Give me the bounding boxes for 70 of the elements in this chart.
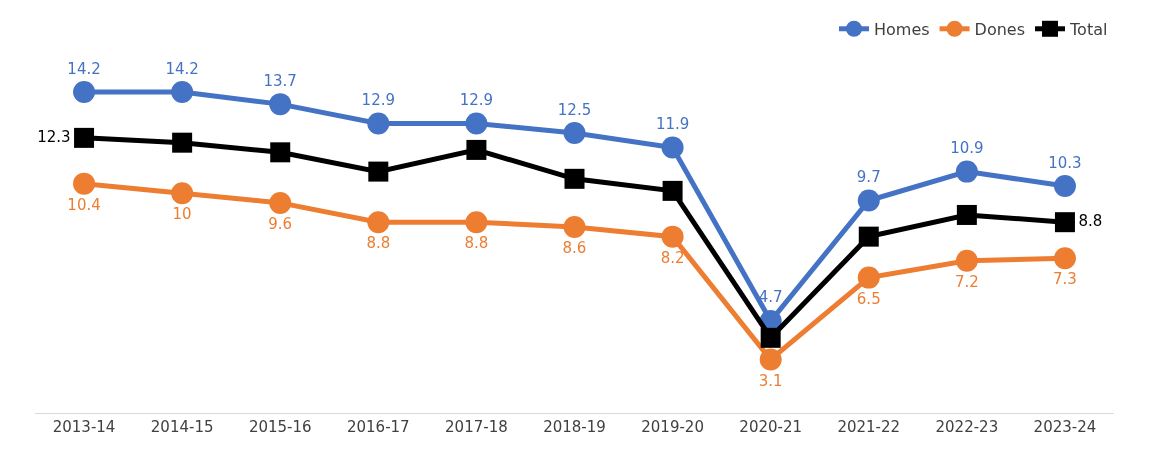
point [857,189,880,212]
x-tick-label: 2019-20 [641,418,704,436]
data-label: 8.6 [562,239,587,258]
point [368,161,389,182]
data-label: 12.9 [459,90,494,109]
point [955,160,978,183]
x-tick-label: 2014-15 [150,418,214,436]
data-label: 10.4 [67,195,101,214]
legend-label: Dones [974,20,1026,40]
point [662,180,683,201]
x-tick-label: 2018-19 [543,418,606,436]
x-tick-label: 2020-21 [739,418,803,436]
point [1054,212,1075,233]
point [269,191,292,214]
data-label: 8.2 [660,248,685,267]
point [367,112,390,135]
x-tick-label: 2022-23 [935,418,999,436]
point [955,249,978,272]
data-label: 4.7 [758,288,783,307]
x-tick-label: 2013-14 [52,418,116,436]
legend-label: Homes [874,20,930,40]
data-label: 7.2 [954,272,979,291]
data-label: 6.5 [856,289,881,308]
point [74,127,95,148]
point [269,93,292,116]
point [956,204,977,225]
point [759,348,782,371]
point [171,182,194,205]
data-label: 10 [172,205,192,224]
data-label: 3.1 [758,371,783,390]
x-tick-label: 2015-16 [248,418,312,436]
point [661,136,684,159]
data-label: 7.3 [1053,270,1077,289]
point [172,132,193,153]
point [466,139,487,160]
x-tick-label: 2017-18 [445,418,508,436]
data-label: 14.2 [165,59,199,78]
data-label: 9.7 [856,168,881,187]
data-label: 14.2 [67,59,101,78]
data-label: 10.3 [1048,153,1082,172]
point [564,168,585,189]
legend-label: Total [1069,20,1108,40]
data-label: 10.9 [950,139,984,158]
point [1053,247,1076,270]
data-label: 9.6 [268,214,293,233]
data-label: 8.8 [366,234,391,253]
point [270,142,291,163]
point [465,211,488,234]
point [563,216,586,238]
point [661,225,684,248]
point [857,266,880,289]
point [73,172,96,195]
point [760,327,781,348]
data-label: 8.8 [464,234,489,253]
data-label: 8.8 [1078,211,1103,230]
data-label: 12.9 [361,90,396,109]
point [367,211,390,234]
data-label: 12.3 [37,127,71,146]
data-label: 13.7 [263,71,297,90]
point [465,112,488,135]
point [858,226,879,247]
point [73,81,96,104]
x-tick-label: 2021-22 [837,418,901,436]
point [171,81,194,104]
point [563,122,586,145]
data-label: 11.9 [655,115,690,133]
data-label: 12.5 [557,100,592,119]
point [1053,175,1076,198]
x-tick-label: 2016-17 [346,418,410,436]
x-tick-label: 2023-24 [1033,418,1097,436]
